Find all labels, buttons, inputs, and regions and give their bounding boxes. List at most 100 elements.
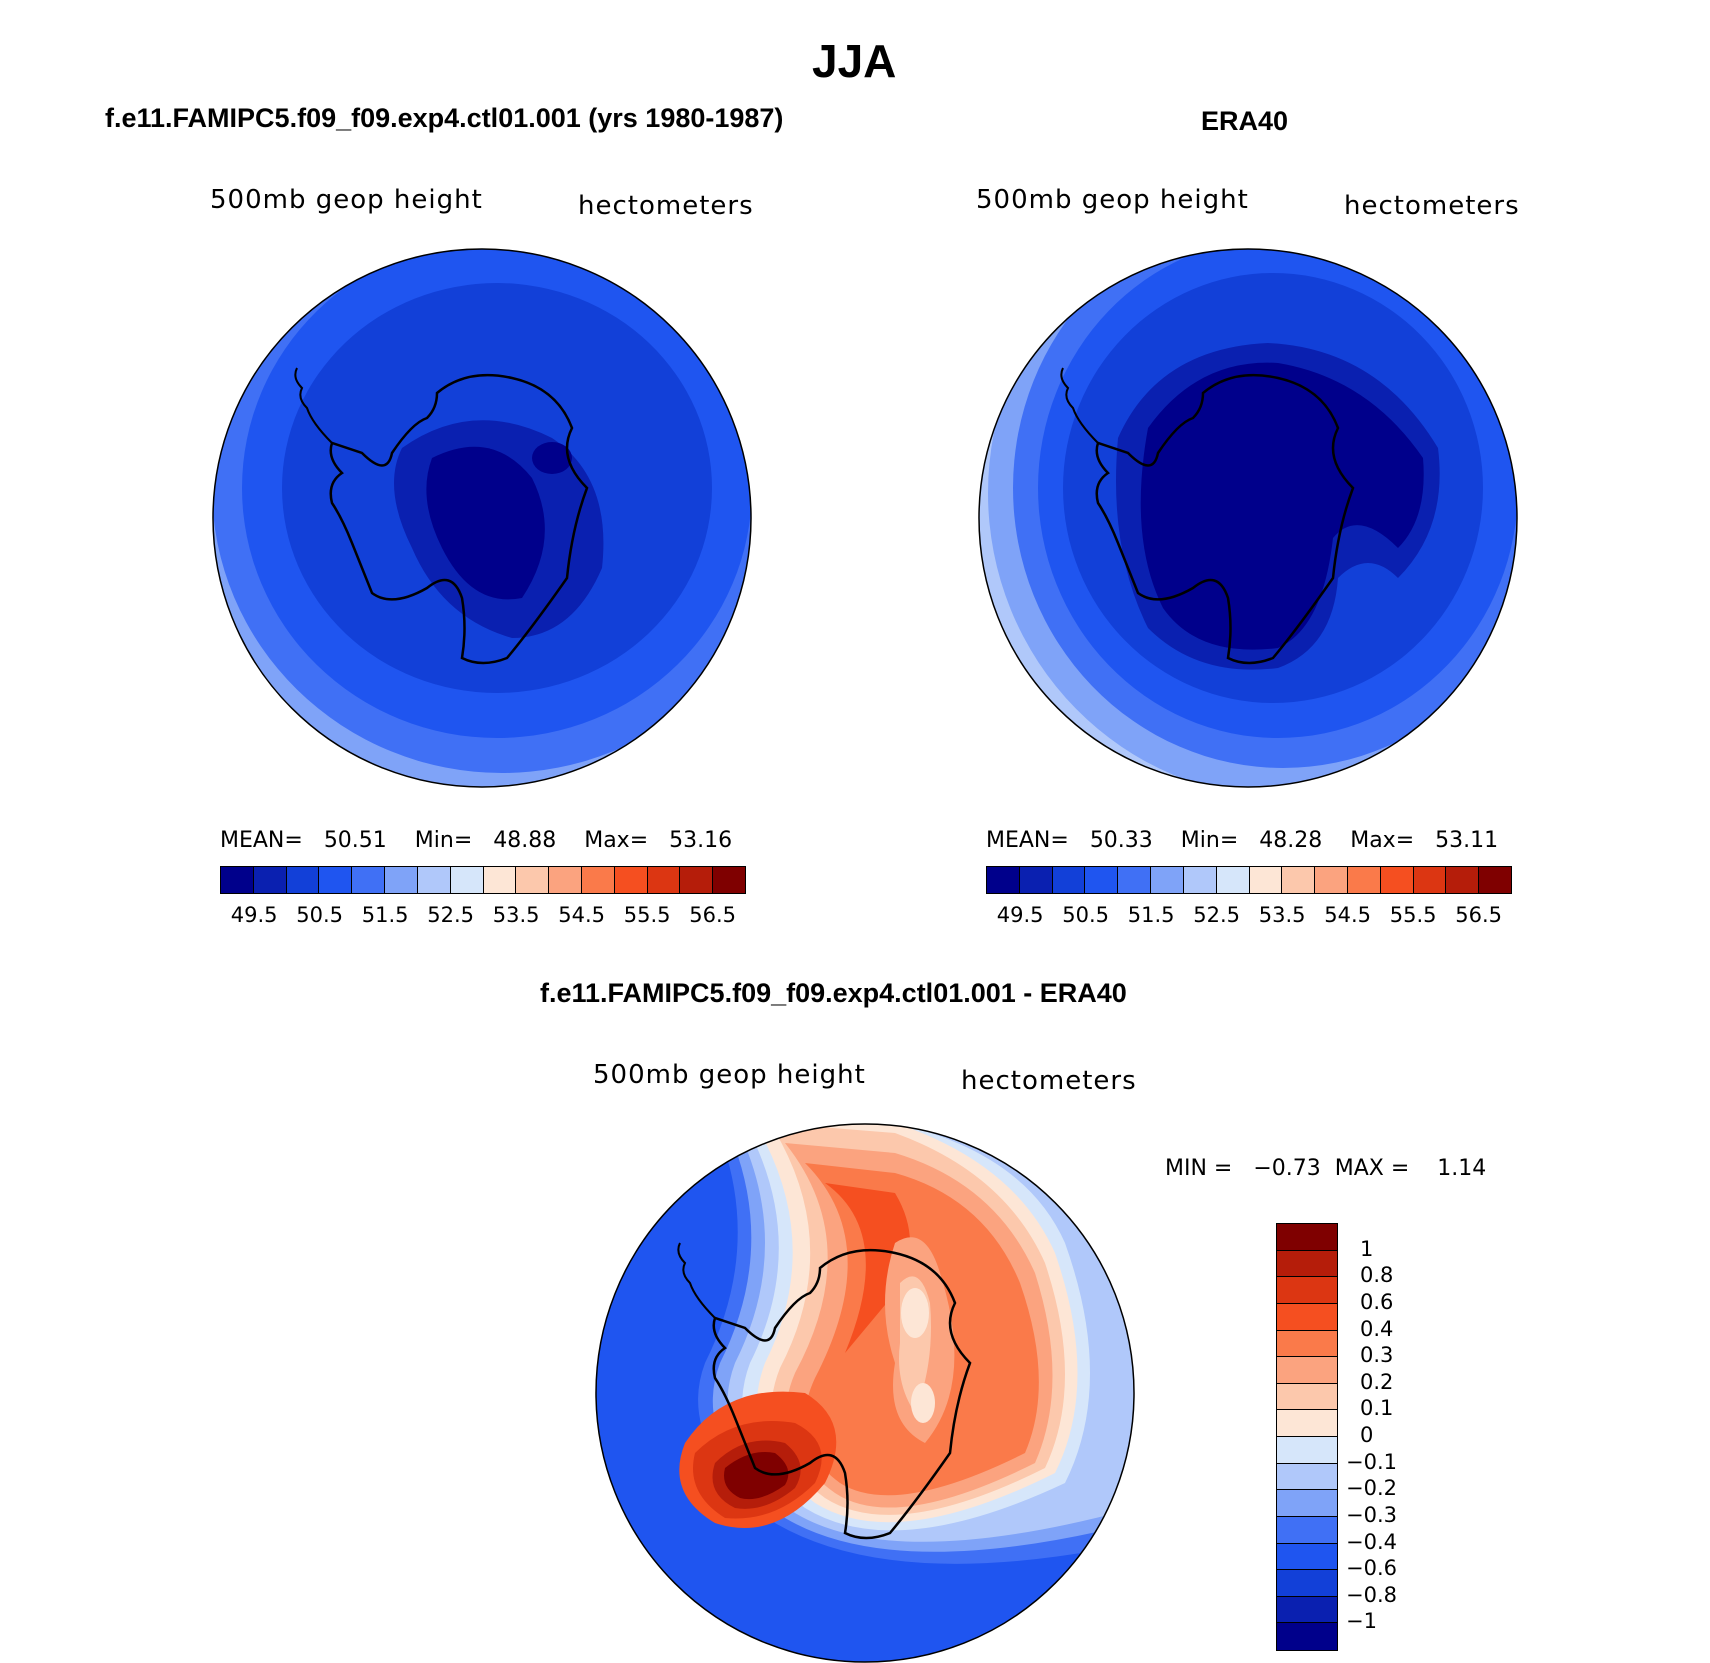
colorbar-cell	[1277, 1570, 1337, 1597]
panel-2-stats: MEAN= 50.33 Min= 48.28 Max= 53.11	[986, 828, 1499, 853]
colorbar-tick-label: 0.3	[1360, 1343, 1394, 1368]
panel-1-colorbar	[220, 866, 746, 894]
colorbar-cell	[253, 867, 287, 893]
colorbar-cell	[221, 867, 254, 893]
colorbar-tick-label: 0.8	[1360, 1263, 1394, 1288]
colorbar-cell	[647, 867, 681, 893]
colorbar-cell	[1380, 867, 1414, 893]
colorbar-tick-label: 0.1	[1360, 1396, 1394, 1421]
colorbar-tick-label: −0.1	[1346, 1449, 1397, 1474]
colorbar-tick-label: 55.5	[1389, 903, 1437, 927]
colorbar-cell	[1277, 1303, 1337, 1331]
colorbar-cell	[1277, 1277, 1337, 1304]
colorbar-cell	[286, 867, 320, 893]
panel-3-map	[595, 1123, 1135, 1663]
panel-2-colorbar-ticks: 49.5 50.5 51.5 52.5 53.5 54.5 55.5 56.5	[986, 903, 1510, 929]
colorbar-cell	[1277, 1224, 1337, 1251]
colorbar-cell	[385, 867, 418, 893]
colorbar-tick-label: 50.5	[1062, 903, 1110, 927]
panel-1-variable-label: 500mb geop height	[210, 185, 483, 215]
colorbar-cell	[1183, 867, 1217, 893]
colorbar-cell	[1479, 867, 1511, 893]
colorbar-tick-label: 0.6	[1360, 1289, 1394, 1314]
colorbar-tick-label: 53.5	[492, 903, 540, 927]
panel-3-variable-label: 500mb geop height	[593, 1060, 866, 1090]
panel-2-units-label: hectometers	[1344, 191, 1520, 221]
panel-3-colorbar-ticks: 1 0.8 0.6 0.4 0.3 0.2 0.1 0 −0.1 −0.2 −0.3 −0.4 −0.6…	[1346, 1223, 1416, 1649]
colorbar-cell	[1277, 1543, 1337, 1571]
colorbar-tick-label: 49.5	[996, 903, 1044, 927]
colorbar-cell	[1277, 1357, 1337, 1384]
colorbar-tick-label: 52.5	[1193, 903, 1241, 927]
colorbar-tick-label: 56.5	[1455, 903, 1503, 927]
colorbar-tick-label: 1	[1360, 1236, 1374, 1261]
panel-2-colorbar	[986, 866, 1512, 894]
colorbar-cell	[1019, 867, 1053, 893]
colorbar-tick-label: 51.5	[361, 903, 409, 927]
colorbar-cell	[987, 867, 1020, 893]
colorbar-tick-label: 54.5	[558, 903, 606, 927]
colorbar-cell	[1277, 1250, 1337, 1278]
colorbar-cell	[680, 867, 714, 893]
colorbar-cell	[1277, 1516, 1337, 1544]
colorbar-cell	[614, 867, 648, 893]
colorbar-cell	[1216, 867, 1250, 893]
colorbar-cell	[1315, 867, 1348, 893]
panel-2-variable-label: 500mb geop height	[976, 185, 1249, 215]
page-title: JJA	[812, 35, 897, 87]
colorbar-cell	[1151, 867, 1184, 893]
colorbar-cell	[713, 867, 745, 893]
colorbar-cell	[581, 867, 615, 893]
panel-3-stats: MIN = −0.73 MAX = 1.14	[1165, 1156, 1487, 1181]
colorbar-cell	[1446, 867, 1480, 893]
panel-1-stats: MEAN= 50.51 Min= 48.88 Max= 53.16	[220, 828, 733, 853]
panel-1-title: f.e11.FAMIPC5.f09_f09.exp4.ctl01.001 (yr…	[105, 103, 784, 133]
colorbar-tick-label: 49.5	[230, 903, 278, 927]
colorbar-tick-label: 50.5	[296, 903, 344, 927]
colorbar-cell	[1277, 1596, 1337, 1624]
colorbar-cell	[483, 867, 517, 893]
colorbar-cell	[1277, 1463, 1337, 1491]
colorbar-tick-label: 0	[1360, 1423, 1374, 1447]
colorbar-tick-label: 0.4	[1360, 1316, 1394, 1341]
panel-2-map	[978, 248, 1518, 788]
colorbar-cell	[450, 867, 484, 893]
colorbar-tick-label: −0.8	[1346, 1582, 1397, 1607]
colorbar-cell	[1347, 867, 1381, 893]
panel-1-units-label: hectometers	[578, 191, 754, 221]
colorbar-cell	[549, 867, 582, 893]
panel-3-title: f.e11.FAMIPC5.f09_f09.exp4.ctl01.001 - E…	[540, 978, 1127, 1008]
colorbar-cell	[1282, 867, 1316, 893]
colorbar-cell	[1277, 1383, 1337, 1411]
colorbar-tick-label: 54.5	[1324, 903, 1372, 927]
colorbar-cell	[1277, 1330, 1337, 1358]
panel-3-units-label: hectometers	[961, 1066, 1137, 1096]
colorbar-cell	[1085, 867, 1119, 893]
colorbar-tick-label: 55.5	[623, 903, 671, 927]
panel-2-title: ERA40	[1201, 106, 1289, 136]
panel-1-colorbar-ticks: 49.5 50.5 51.5 52.5 53.5 54.5 55.5 56.5	[220, 903, 744, 929]
panel-1-map	[212, 248, 752, 788]
colorbar-tick-label: 51.5	[1127, 903, 1175, 927]
colorbar-tick-label: −0.2	[1346, 1476, 1397, 1501]
colorbar-cell	[1052, 867, 1086, 893]
colorbar-cell	[1118, 867, 1152, 893]
colorbar-cell	[352, 867, 386, 893]
colorbar-cell	[1413, 867, 1447, 893]
colorbar-cell	[1277, 1410, 1337, 1437]
colorbar-cell	[1277, 1437, 1337, 1464]
colorbar-tick-label: −0.4	[1346, 1529, 1397, 1554]
colorbar-tick-label: 53.5	[1258, 903, 1306, 927]
colorbar-tick-label: −1	[1346, 1609, 1377, 1634]
colorbar-tick-label: 0.2	[1360, 1369, 1394, 1394]
colorbar-cell	[1249, 867, 1283, 893]
colorbar-cell	[1277, 1490, 1337, 1517]
colorbar-cell	[319, 867, 353, 893]
colorbar-tick-label: −0.3	[1346, 1502, 1397, 1527]
panel-3-colorbar	[1276, 1223, 1338, 1651]
colorbar-tick-label: −0.6	[1346, 1556, 1397, 1581]
colorbar-cell	[417, 867, 451, 893]
colorbar-cell	[516, 867, 550, 893]
colorbar-tick-label: 56.5	[689, 903, 737, 927]
colorbar-cell	[1277, 1623, 1337, 1650]
